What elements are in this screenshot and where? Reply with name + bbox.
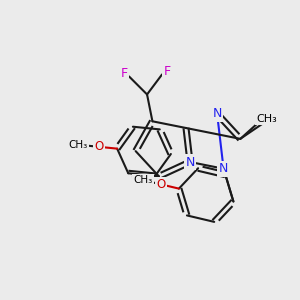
Text: N: N [185,155,195,169]
Text: F: F [164,65,171,78]
Text: CH₃: CH₃ [69,140,88,150]
Text: F: F [121,67,128,80]
Text: O: O [157,178,166,191]
Text: N: N [219,162,228,175]
Text: CH₃: CH₃ [133,175,152,185]
Text: N: N [212,107,222,120]
Text: O: O [94,140,104,153]
Text: CH₃: CH₃ [256,114,277,124]
